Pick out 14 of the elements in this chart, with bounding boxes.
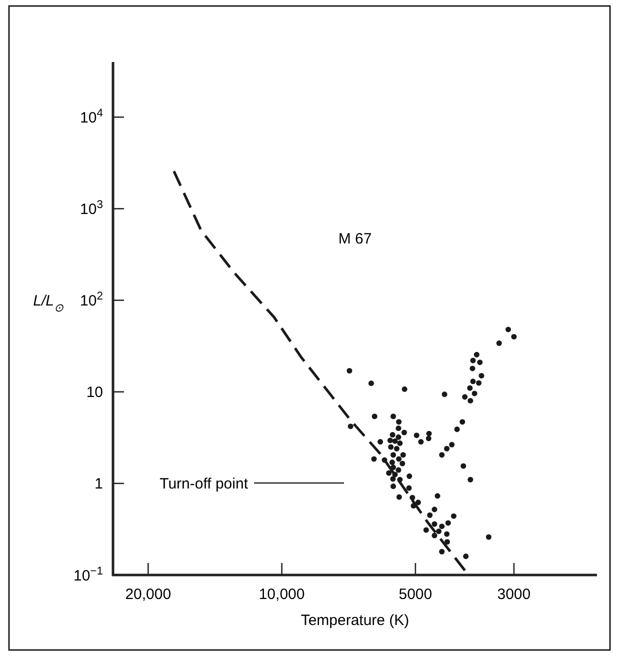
y-tick-label: 10 bbox=[86, 384, 103, 402]
annotation: Turn-off point bbox=[160, 475, 249, 492]
y-tick-label: 10$^{2}$ bbox=[80, 290, 103, 310]
y-axis-title: L/L$_{⊙}$ bbox=[33, 292, 64, 315]
y-tick-label: 10$^{−1}$ bbox=[73, 565, 103, 584]
x-tick-label: 10,000 bbox=[258, 586, 305, 603]
y-tick-label: 10$^{3}$ bbox=[80, 198, 103, 218]
x-tick-label: 20,000 bbox=[125, 586, 172, 603]
y-tick-label: 10$^{4}$ bbox=[80, 107, 103, 126]
y-tick-label: 1 bbox=[94, 476, 103, 493]
x-axis-title: Temperature (K) bbox=[300, 612, 410, 629]
x-tick-label: 5000 bbox=[398, 586, 432, 603]
annotation: M 67 bbox=[338, 230, 372, 248]
x-tick-label: 3000 bbox=[497, 586, 531, 603]
